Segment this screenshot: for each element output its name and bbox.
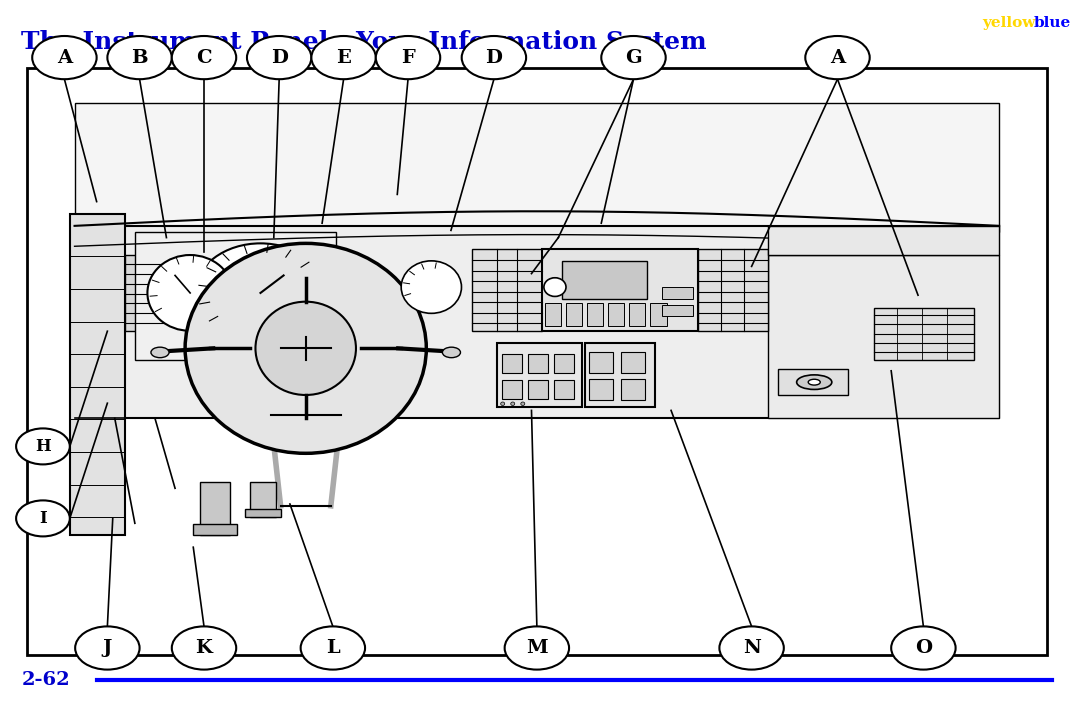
Circle shape <box>376 36 441 79</box>
Ellipse shape <box>808 379 821 385</box>
Bar <box>566 303 582 326</box>
Bar <box>621 379 646 400</box>
Ellipse shape <box>185 243 427 454</box>
Text: E: E <box>336 49 351 67</box>
Bar <box>698 249 768 330</box>
Text: I: I <box>39 510 46 527</box>
Circle shape <box>602 36 665 79</box>
Circle shape <box>504 626 569 670</box>
Bar <box>585 343 656 407</box>
Text: D: D <box>485 49 502 67</box>
Ellipse shape <box>521 402 525 405</box>
Bar <box>251 482 275 518</box>
Circle shape <box>461 36 526 79</box>
Bar <box>630 303 646 326</box>
Bar <box>589 379 613 400</box>
Circle shape <box>76 626 139 670</box>
Bar <box>200 482 230 535</box>
Text: N: N <box>743 639 760 657</box>
Circle shape <box>806 36 869 79</box>
Bar <box>874 307 974 360</box>
Ellipse shape <box>511 402 515 405</box>
Bar <box>528 354 548 374</box>
Bar <box>125 255 170 330</box>
Text: A: A <box>829 49 845 67</box>
Bar <box>554 354 575 374</box>
Text: 2-62: 2-62 <box>22 671 70 690</box>
Bar <box>662 287 692 299</box>
Ellipse shape <box>443 347 460 358</box>
Text: F: F <box>401 49 415 67</box>
Bar <box>768 226 999 255</box>
Bar <box>75 226 999 418</box>
Text: J: J <box>103 639 112 657</box>
Text: B: B <box>132 49 148 67</box>
Circle shape <box>172 626 237 670</box>
Circle shape <box>32 36 96 79</box>
Ellipse shape <box>544 278 566 297</box>
Circle shape <box>247 36 311 79</box>
Circle shape <box>16 428 70 464</box>
Circle shape <box>107 36 172 79</box>
Circle shape <box>891 626 956 670</box>
Ellipse shape <box>256 302 356 395</box>
Text: K: K <box>195 639 213 657</box>
Bar <box>542 249 698 330</box>
Text: G: G <box>625 49 642 67</box>
Circle shape <box>16 500 70 536</box>
Bar <box>502 354 522 374</box>
Bar <box>650 303 666 326</box>
Ellipse shape <box>151 347 170 358</box>
Ellipse shape <box>401 261 461 313</box>
Bar <box>662 305 692 316</box>
Text: blue: blue <box>1034 16 1071 30</box>
Bar <box>497 343 582 407</box>
Bar <box>588 303 604 326</box>
Bar <box>502 380 522 399</box>
Bar <box>608 303 624 326</box>
Text: C: C <box>197 49 212 67</box>
Bar <box>75 104 999 232</box>
Ellipse shape <box>148 255 233 331</box>
Text: yellow: yellow <box>983 16 1036 30</box>
Bar <box>69 215 125 535</box>
Bar <box>554 380 575 399</box>
Text: L: L <box>326 639 340 657</box>
Bar <box>135 232 336 360</box>
Text: O: O <box>915 639 932 657</box>
Bar <box>562 261 647 299</box>
Text: D: D <box>271 49 287 67</box>
Circle shape <box>719 626 784 670</box>
Bar <box>778 369 849 395</box>
Text: The Instrument Panel - Your Information System: The Instrument Panel - Your Information … <box>22 30 707 54</box>
FancyBboxPatch shape <box>27 68 1047 655</box>
Circle shape <box>172 36 237 79</box>
Bar <box>768 255 999 418</box>
Bar <box>621 352 646 373</box>
Circle shape <box>311 36 376 79</box>
Bar <box>472 249 542 330</box>
Bar <box>545 303 561 326</box>
Ellipse shape <box>501 402 504 405</box>
Ellipse shape <box>797 375 832 390</box>
Bar <box>245 509 281 518</box>
Ellipse shape <box>195 243 326 343</box>
Bar <box>193 524 238 535</box>
Bar <box>528 380 548 399</box>
Circle shape <box>300 626 365 670</box>
Bar <box>589 352 613 373</box>
Text: A: A <box>57 49 72 67</box>
Text: H: H <box>35 438 51 455</box>
Text: M: M <box>526 639 548 657</box>
